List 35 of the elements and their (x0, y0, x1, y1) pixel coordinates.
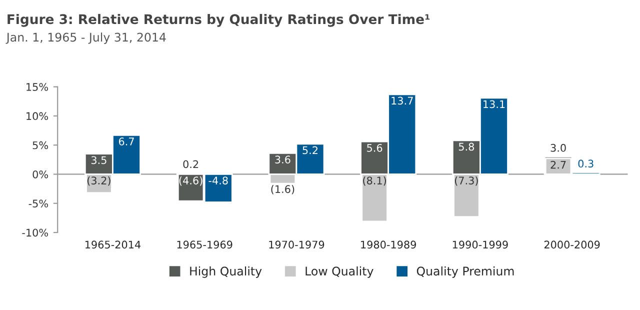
chart-subtitle: Jan. 1, 1965 - July 31, 2014 (6, 32, 166, 44)
x-tick-label: 1970-1979 (269, 240, 324, 249)
data-label: (7.3) (454, 176, 478, 186)
data-label: 3.5 (91, 156, 106, 164)
x-tick-label: 1990-1999 (452, 240, 508, 249)
x-tick-label: 1980-1989 (361, 240, 416, 249)
data-label: (3.2) (87, 176, 110, 186)
data-label: (8.1) (363, 176, 386, 186)
y-tick-label: -5% (28, 200, 48, 208)
y-tick-label: 5% (32, 141, 48, 150)
data-label: 0.2 (183, 160, 198, 168)
y-tick-label: 0% (32, 170, 48, 178)
data-label: -4.8 (208, 176, 228, 184)
data-label: 5.2 (302, 146, 318, 154)
data-label: 3.6 (275, 156, 290, 164)
data-label: 5.8 (458, 142, 474, 151)
y-tick-label: 15% (26, 83, 48, 91)
data-label: (4.6) (179, 176, 202, 186)
chart-title: Figure 3: Relative Returns by Quality Ratings Over Time¹ (8, 14, 430, 27)
legend-label: Quality Premium (416, 266, 514, 278)
data-label: 13.7 (392, 96, 413, 105)
data-label: 2.7 (550, 160, 566, 169)
data-label: (1.6) (271, 185, 294, 194)
y-tick-label: -10% (22, 228, 48, 237)
x-tick-label: 1965-2014 (85, 240, 141, 249)
legend-label: Low Quality (306, 266, 374, 278)
data-label: 0.3 (578, 160, 594, 168)
legend-label: High Quality (190, 266, 262, 278)
data-label: 3.0 (550, 144, 566, 152)
x-tick-label: 2000-2009 (544, 240, 600, 249)
data-label: 13.1 (484, 100, 505, 108)
data-label: 6.7 (118, 138, 134, 146)
data-label: 5.6 (367, 144, 382, 152)
x-tick-label: 1965-1969 (177, 240, 232, 249)
y-tick-label: 10% (26, 112, 48, 120)
